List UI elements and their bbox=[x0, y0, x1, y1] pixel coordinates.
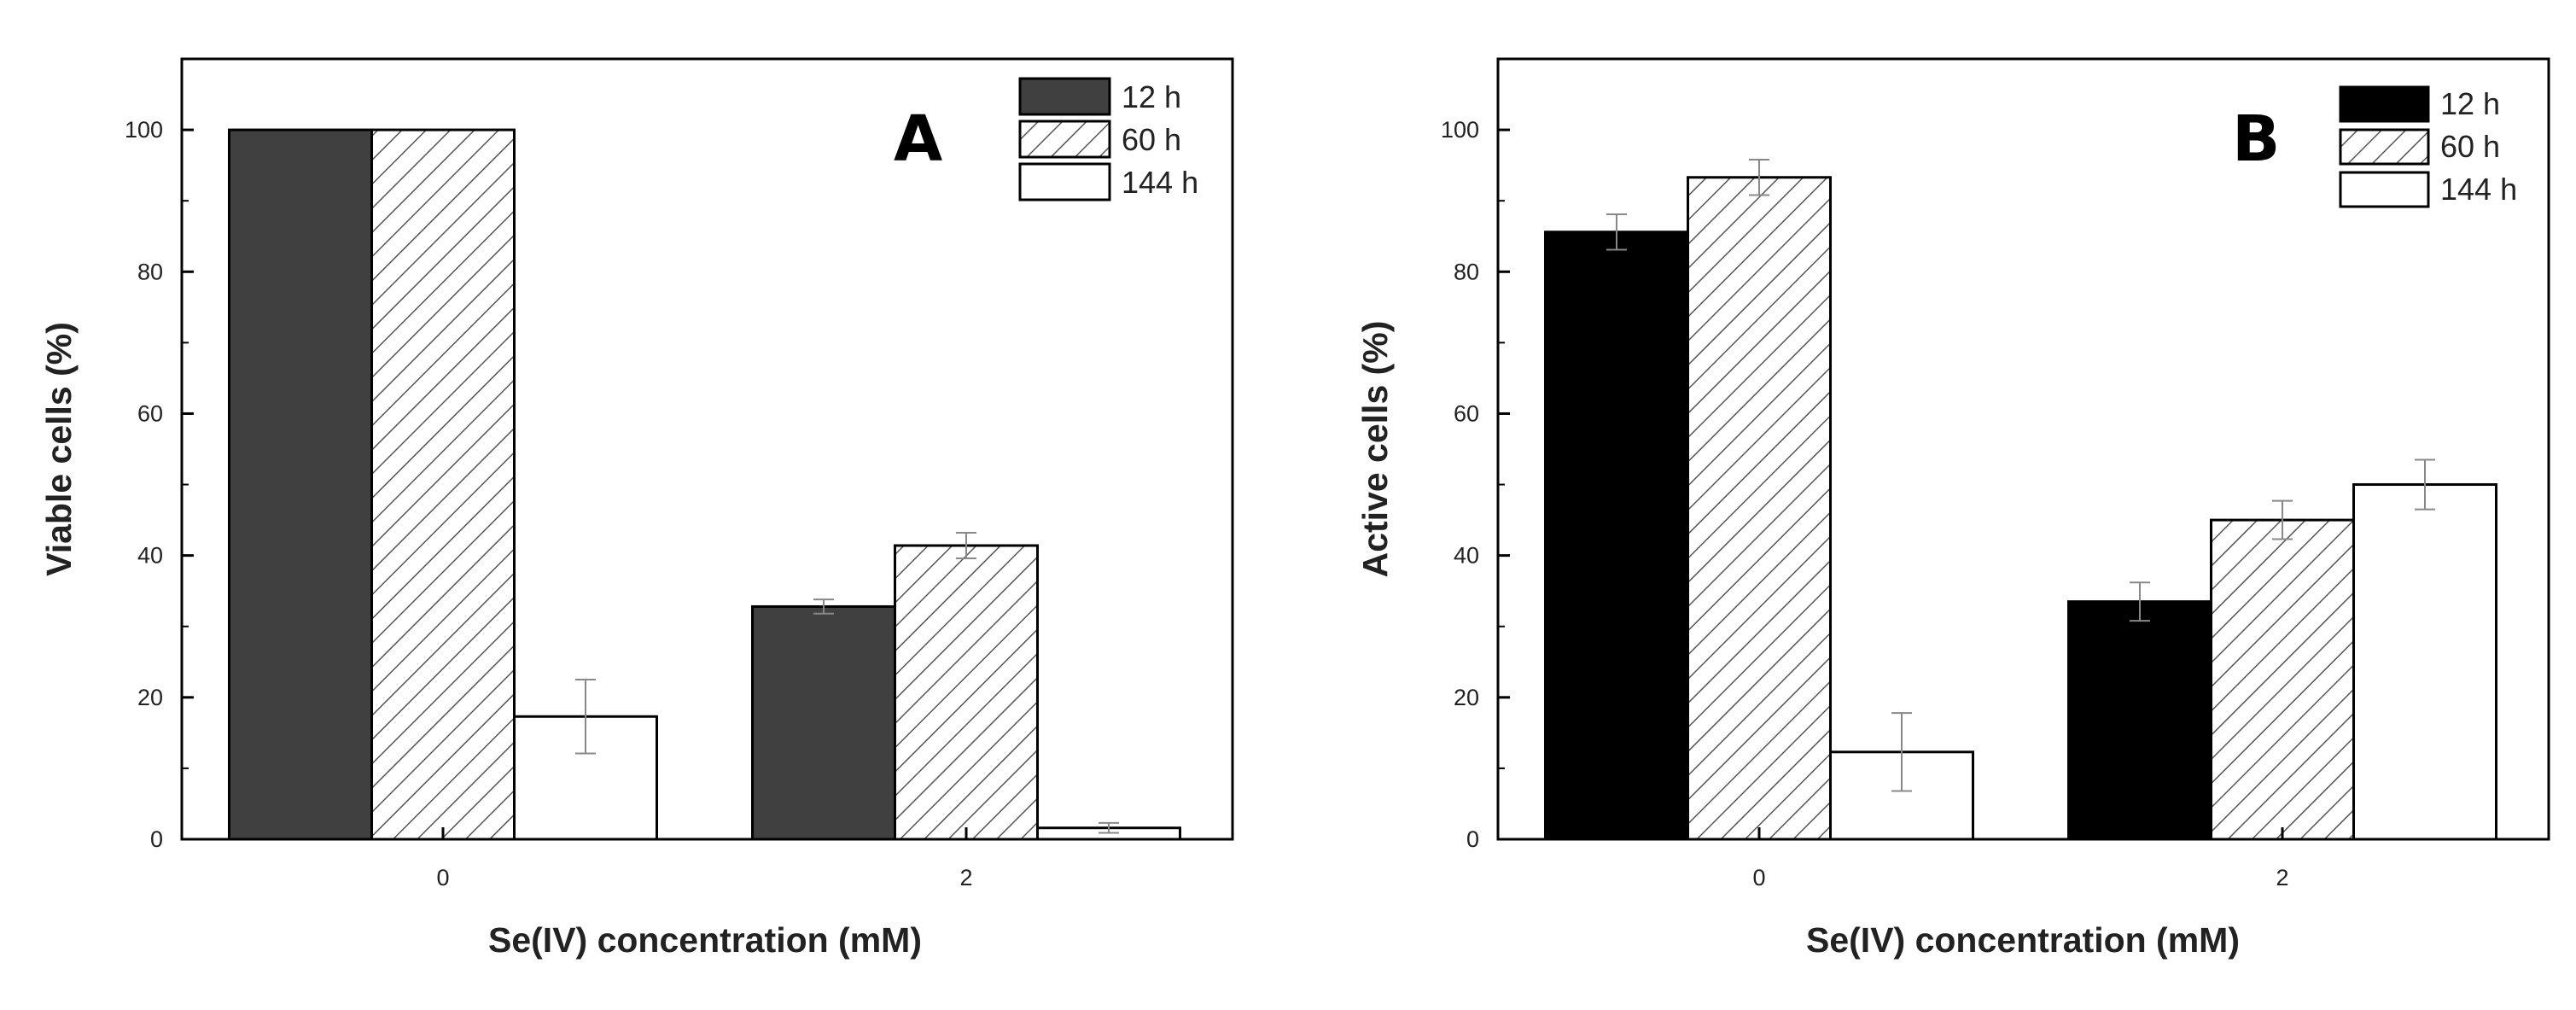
legend-label: 144 h bbox=[1122, 165, 1198, 200]
legend: 12 h 60 h 144 h bbox=[1018, 77, 1198, 201]
y-axis-title: Active cells (%) bbox=[1355, 321, 1395, 578]
x-axis-title: Se(IV) concentration (mM) bbox=[1806, 920, 2240, 960]
x-tick-label: 2 bbox=[959, 865, 972, 890]
plot-frame bbox=[1496, 57, 2550, 841]
bar-12h-cat-0 bbox=[228, 128, 373, 841]
bar-12h-cat-2 bbox=[2067, 600, 2212, 841]
bar-144h-cat-2 bbox=[2352, 483, 2497, 841]
plot-frame bbox=[180, 57, 1234, 841]
legend-swatch bbox=[1018, 162, 1111, 201]
y-tick-label: 0 bbox=[1466, 826, 1479, 852]
error-bar bbox=[1749, 158, 1769, 196]
legend: 12 h 60 h 144 h bbox=[2339, 85, 2517, 208]
bar-12h-cat-0 bbox=[1544, 231, 1689, 841]
bar-60h-cat-2 bbox=[2210, 518, 2355, 841]
x-axis-title: Se(IV) concentration (mM) bbox=[488, 920, 922, 960]
x-tick-label: 2 bbox=[2276, 865, 2288, 890]
error-bar bbox=[1891, 712, 1912, 792]
error-bar bbox=[575, 679, 596, 755]
error-bar bbox=[2130, 581, 2150, 622]
panel-label: B bbox=[2232, 102, 2280, 176]
legend-label: 60 h bbox=[2440, 129, 2500, 164]
bars-group bbox=[1544, 176, 2497, 841]
y-tick-label: 100 bbox=[1441, 117, 1479, 143]
legend-label: 12 h bbox=[1122, 79, 1181, 114]
legend-swatch bbox=[2339, 171, 2430, 208]
error-bar bbox=[813, 598, 834, 615]
y-tick-label: 60 bbox=[137, 400, 163, 426]
legend-swatch bbox=[2339, 85, 2430, 123]
y-tick-label: 60 bbox=[1454, 400, 1479, 426]
error-bar bbox=[956, 532, 976, 559]
y-axis-ticks: 0 20 40 60 80 100 bbox=[125, 117, 194, 852]
error-bar bbox=[1099, 821, 1119, 834]
bar-60h-cat-0 bbox=[1687, 176, 1832, 841]
y-axis-ticks: 0 20 40 60 80 100 bbox=[1441, 117, 1510, 852]
legend-label: 144 h bbox=[2440, 172, 2517, 207]
y-tick-label: 0 bbox=[150, 826, 163, 852]
y-tick-label: 80 bbox=[1454, 259, 1479, 284]
error-bar bbox=[1606, 213, 1627, 251]
y-tick-label: 80 bbox=[137, 259, 163, 284]
bars-group bbox=[228, 128, 1181, 841]
y-tick-label: 40 bbox=[1454, 543, 1479, 569]
y-axis-title: Viable cells (%) bbox=[39, 322, 79, 576]
error-bar bbox=[2415, 458, 2435, 511]
error-bars-group bbox=[575, 532, 1119, 834]
legend-swatch bbox=[1018, 120, 1111, 159]
x-tick-label: 0 bbox=[436, 865, 449, 890]
y-tick-label: 40 bbox=[137, 543, 163, 569]
legend-swatch bbox=[1018, 77, 1111, 116]
y-tick-label: 100 bbox=[125, 117, 163, 143]
legend-label: 12 h bbox=[2440, 86, 2500, 121]
legend-label: 60 h bbox=[1122, 122, 1181, 157]
y-tick-label: 20 bbox=[137, 685, 163, 710]
error-bar bbox=[2272, 499, 2293, 540]
error-bars-group bbox=[1606, 158, 2435, 792]
panel-label: A bbox=[894, 102, 942, 176]
bar-60h-cat-0 bbox=[370, 128, 516, 841]
x-tick-label: 0 bbox=[1752, 865, 1765, 890]
y-tick-label: 20 bbox=[1454, 685, 1479, 710]
bar-60h-cat-2 bbox=[894, 544, 1039, 841]
bar-12h-cat-2 bbox=[751, 604, 896, 841]
legend-swatch bbox=[2339, 128, 2430, 166]
